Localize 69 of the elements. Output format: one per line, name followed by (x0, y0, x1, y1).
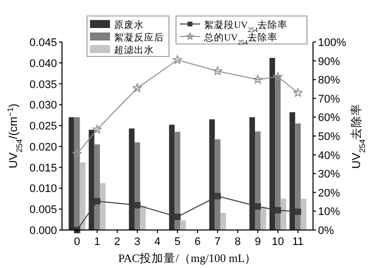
x-tick-label: 5 (174, 236, 181, 248)
bar (275, 75, 281, 230)
legend-label: 超滤出水 (114, 44, 154, 56)
bar (214, 139, 220, 230)
bar (220, 212, 226, 230)
bar (100, 183, 106, 230)
y-tick-label: 0.040 (29, 58, 57, 70)
y2-tick-label: 30% (318, 168, 340, 181)
x-tick-label: 4 (154, 236, 160, 248)
point (72, 149, 82, 158)
x-tick-label: 0 (74, 236, 80, 248)
x-tick-label: 10 (272, 236, 284, 248)
x-tick-label: 6 (194, 236, 201, 248)
x-tick-label: 9 (254, 236, 261, 248)
x-axis-title: PAC投加量/（mg/100 mL） (118, 252, 257, 265)
x-tick-label: 1 (94, 236, 100, 248)
bar (80, 162, 86, 230)
y-tick-label: 0.005 (29, 204, 57, 216)
y-tick-label: 0.000 (29, 225, 57, 237)
y-tick-label: 0.035 (29, 78, 57, 91)
bar (254, 131, 261, 230)
y2-tick-label: 80% (318, 74, 340, 87)
x-tick-label: 2 (114, 236, 120, 248)
bar (260, 207, 266, 230)
x-tick-label: 8 (234, 236, 241, 248)
point (273, 72, 282, 81)
bar (140, 206, 146, 230)
y2-tick-label: 20% (318, 187, 340, 200)
y-tick-label: 0.030 (29, 100, 57, 112)
legend-label: 总的UV$_{254}$去除率 (203, 32, 278, 46)
y2-tick-label: 100% (318, 37, 346, 49)
bar (180, 220, 186, 230)
y-tick-label: 0.020 (29, 141, 57, 154)
y-tick-label: 0.015 (29, 162, 57, 174)
bar (295, 123, 301, 230)
point (92, 124, 102, 134)
point (294, 208, 302, 215)
bar (134, 142, 140, 230)
y2-tick-label: 50% (318, 131, 340, 143)
y-tick-label: 0.045 (29, 37, 57, 49)
point (132, 83, 142, 92)
bar (94, 144, 100, 230)
point (254, 203, 261, 210)
y2-tick-label: 40% (318, 150, 340, 162)
x-tick-label: 11 (292, 236, 304, 248)
x-tick-label: 7 (214, 236, 221, 248)
y2-tick-label: 90% (318, 56, 340, 68)
legend-label: 絮凝反应后 (114, 32, 164, 44)
bar (300, 198, 306, 230)
y2-tick-label: 0% (318, 225, 334, 237)
y2-tick-label: 70% (318, 93, 340, 106)
point (253, 74, 262, 84)
point (214, 192, 221, 200)
point (174, 214, 181, 220)
bar (280, 198, 286, 230)
point (134, 202, 140, 208)
legend-label: 原废水 (114, 19, 144, 31)
bar (174, 132, 180, 230)
point (293, 88, 302, 97)
y2-tick-label: 60% (318, 112, 340, 124)
point (213, 66, 222, 76)
point (274, 207, 282, 214)
point (94, 198, 100, 204)
y2-tick-label: 10% (318, 206, 340, 218)
y-tick-label: 0.010 (29, 183, 57, 196)
x-tick-label: 3 (134, 236, 140, 248)
point (172, 55, 182, 64)
y-tick-label: 0.025 (29, 120, 57, 133)
legend-label: 絮凝段UV$_{254}$去除率 (204, 19, 288, 34)
